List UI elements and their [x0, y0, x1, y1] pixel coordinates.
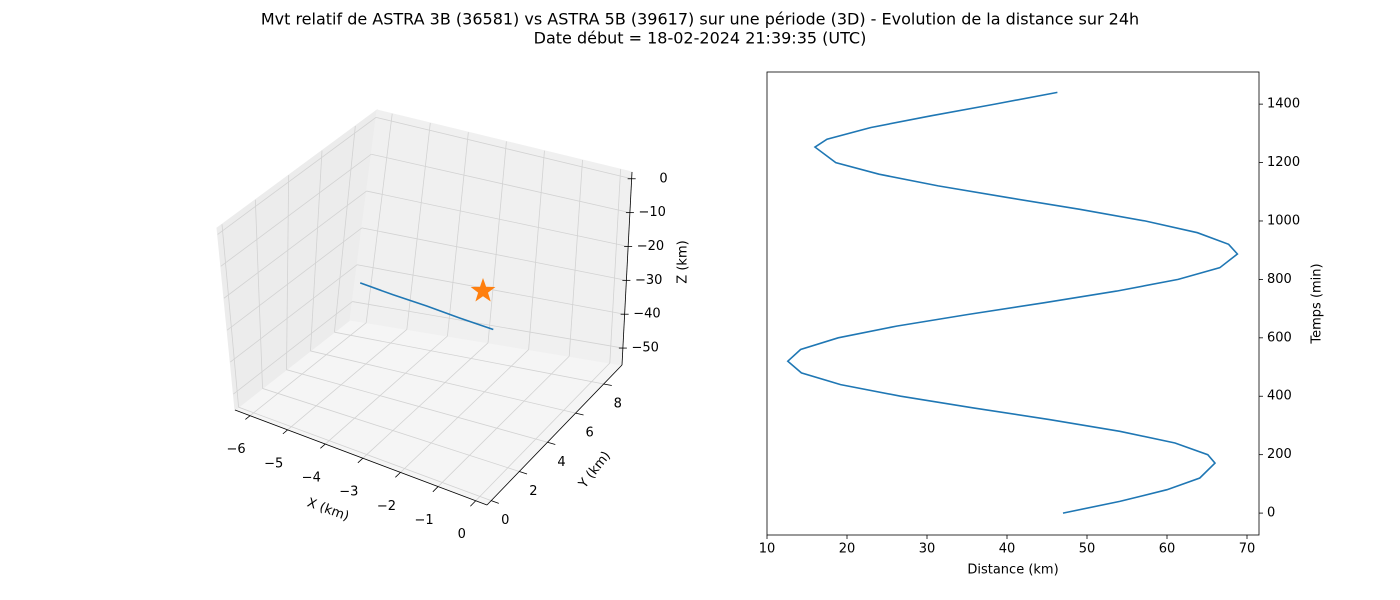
y-tick: [603, 383, 612, 386]
x-axis-line: [234, 409, 488, 506]
grid-line: [365, 113, 393, 323]
x-tick-label: 20: [839, 542, 856, 557]
x-tick-label: 50: [1079, 542, 1096, 557]
y-tick-label: 800: [1267, 272, 1292, 287]
figure-subtitle: Date début = 18-02-2024 21:39:35 (UTC): [534, 29, 867, 48]
x-tick-label: −6: [226, 442, 245, 457]
grid-line: [352, 301, 623, 349]
y-tick-label: 2: [529, 484, 537, 499]
grid-line: [217, 117, 377, 235]
grid-line: [262, 388, 520, 472]
y-tick: [491, 500, 499, 504]
y-axis-label: Temps (min): [1310, 263, 1325, 344]
x-axis-label: X (km): [305, 496, 351, 525]
z-tick-label: −50: [631, 341, 658, 356]
grid-line: [371, 153, 630, 214]
y-axis-label: Y (km): [575, 449, 614, 492]
grid-line: [334, 125, 356, 333]
grid-line: [568, 159, 583, 357]
x-tick: [432, 486, 439, 493]
grid-line: [230, 264, 358, 363]
y-tick-label: 1400: [1267, 97, 1300, 112]
y-tick-label: 400: [1267, 389, 1292, 404]
x-tick: [282, 429, 288, 435]
z-tick-label: −40: [633, 307, 660, 322]
grid-line: [310, 150, 323, 351]
grid-line: [406, 122, 431, 330]
grid-line: [334, 331, 604, 385]
y-tick-label: 600: [1267, 330, 1292, 345]
x-tick-label: −1: [415, 513, 434, 528]
z-axis-label: Z (km): [676, 240, 691, 283]
grid-line: [437, 355, 570, 487]
x-tick-label: 30: [919, 542, 936, 557]
x-tick-label: 10: [759, 542, 776, 557]
y-axis-line: [486, 364, 623, 506]
grid-line: [447, 132, 469, 337]
grid-line: [400, 349, 529, 473]
y-tick: [519, 471, 528, 475]
x-tick-label: 60: [1159, 542, 1176, 557]
grid-line: [286, 175, 290, 370]
x-tick-label: 40: [999, 542, 1016, 557]
figure-title: Mvt relatif de ASTRA 3B (36581) vs ASTRA…: [261, 10, 1139, 29]
y-tick-label: 1000: [1267, 213, 1300, 228]
grid-line: [609, 169, 621, 364]
grid-line: [249, 322, 367, 416]
x-tick: [357, 457, 364, 464]
grid-line: [286, 369, 548, 443]
x-tick: [320, 443, 326, 449]
grid-line: [362, 342, 489, 459]
grid-line: [220, 153, 372, 267]
y-tick-label: 200: [1267, 447, 1292, 462]
grid-line: [254, 199, 263, 389]
y-tick-label: 0: [1267, 506, 1275, 521]
z-axis-line: [621, 171, 633, 366]
grid-line: [226, 227, 363, 331]
grid-line: [221, 224, 239, 408]
x-tick: [245, 415, 251, 420]
grid-line: [487, 141, 507, 343]
x-tick: [470, 500, 477, 507]
y-tick-label: 6: [585, 426, 593, 441]
y-tick: [547, 441, 556, 445]
distance-line: [786, 91, 1239, 514]
z-tick-label: −20: [637, 239, 664, 254]
z-tick-label: −10: [638, 205, 665, 220]
x-tick-label: −4: [302, 471, 321, 486]
grid-line: [223, 190, 367, 299]
grid-line: [310, 350, 576, 414]
x-tick-label: 70: [1239, 542, 1256, 557]
grid-line: [375, 116, 632, 180]
grid-line: [528, 150, 545, 350]
x-tick-label: −3: [339, 485, 358, 500]
plot-frame: [766, 71, 1260, 536]
x-axis-label: Distance (km): [967, 563, 1058, 578]
x-tick: [395, 472, 401, 478]
grid-line: [233, 301, 353, 395]
grid-line: [238, 406, 492, 502]
grid-line: [361, 227, 627, 281]
z-tick-label: 0: [659, 171, 667, 186]
grid-line: [287, 329, 408, 431]
x-tick-label: −5: [264, 456, 283, 471]
star-marker: [470, 278, 496, 302]
y-tick: [575, 412, 584, 416]
trajectory-line: [359, 282, 494, 331]
grid-line: [475, 362, 611, 502]
grid-line: [325, 335, 448, 445]
y-tick-label: 1200: [1267, 155, 1300, 170]
y-tick-label: 8: [614, 396, 622, 411]
x-tick-label: −2: [377, 499, 396, 514]
back-pane: [349, 109, 633, 366]
y-tick-label: 0: [501, 513, 509, 528]
grid-line: [366, 190, 629, 247]
z-tick-label: −30: [635, 273, 662, 288]
x-tick-label: 0: [458, 527, 466, 542]
y-tick-label: 4: [557, 455, 565, 470]
